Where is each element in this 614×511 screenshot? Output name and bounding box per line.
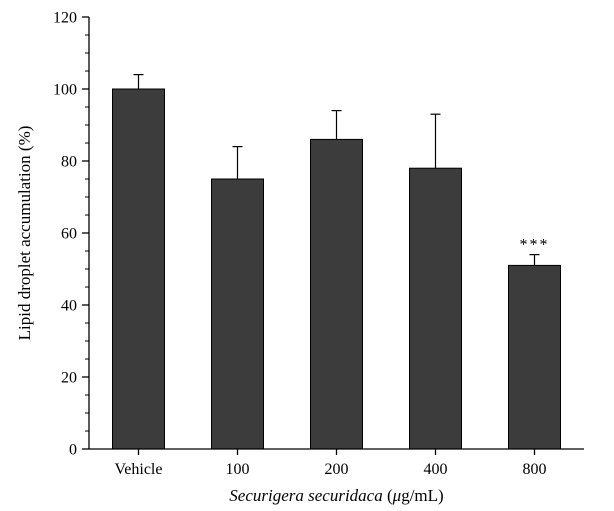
y-ticks-layer: 0 20 40 60 80 100 120	[53, 10, 89, 459]
x-ticks-layer: Vehicle 100 200 400 800	[115, 449, 547, 478]
y-tick-label: 40	[61, 298, 77, 315]
x-axis-title-open: (	[383, 486, 393, 505]
bars-layer	[112, 88, 561, 450]
y-tick-label: 20	[61, 370, 77, 387]
annotations-layer: ***	[520, 237, 550, 254]
y-axis-title: Lipid droplet accumulation (%)	[15, 126, 34, 341]
y-tick-label: 60	[61, 226, 77, 243]
bar-vehicle	[112, 88, 165, 450]
error-bars-layer	[133, 73, 540, 266]
y-tick-label: 100	[53, 82, 77, 99]
bar-800	[508, 264, 561, 450]
x-tick-label: Vehicle	[115, 461, 163, 478]
x-axis-title-unit: g/mL)	[401, 486, 444, 505]
bar-100	[211, 178, 264, 450]
x-axis-title-italic: Securigera securidaca	[229, 486, 382, 505]
x-tick-label: 800	[523, 461, 547, 478]
x-tick-label: 400	[424, 461, 448, 478]
x-axis-title-mu: μ	[392, 486, 402, 505]
y-tick-label: 80	[61, 154, 77, 171]
bar-200	[310, 138, 363, 450]
y-tick-label: 0	[69, 442, 77, 459]
x-axis-title: Securigera securidaca (μg/mL)	[229, 486, 443, 505]
significance-annotation: ***	[520, 237, 550, 254]
x-tick-label: 100	[226, 461, 250, 478]
x-tick-label: 200	[325, 461, 349, 478]
y-tick-label: 120	[53, 10, 77, 27]
bar-400	[409, 167, 462, 450]
